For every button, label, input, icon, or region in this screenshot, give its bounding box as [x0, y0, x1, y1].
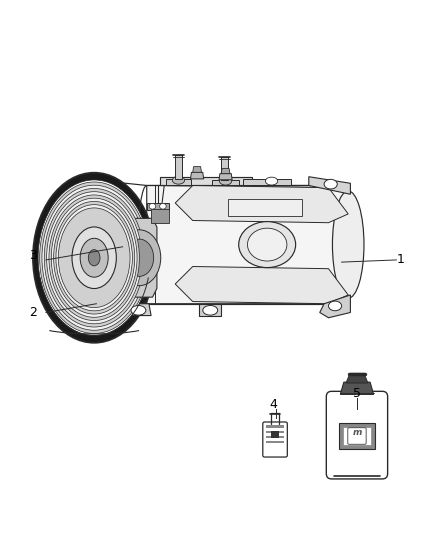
Ellipse shape — [39, 182, 149, 334]
Polygon shape — [175, 185, 348, 223]
Ellipse shape — [332, 191, 364, 298]
Ellipse shape — [42, 185, 146, 330]
Polygon shape — [175, 155, 182, 179]
Polygon shape — [243, 179, 291, 185]
Ellipse shape — [125, 239, 154, 276]
Polygon shape — [346, 374, 368, 383]
Text: m: m — [352, 429, 362, 438]
Ellipse shape — [324, 179, 337, 189]
FancyBboxPatch shape — [266, 428, 284, 431]
Polygon shape — [219, 174, 232, 180]
Ellipse shape — [58, 208, 130, 308]
Polygon shape — [212, 180, 239, 185]
Polygon shape — [221, 168, 230, 174]
Ellipse shape — [239, 222, 296, 268]
FancyBboxPatch shape — [339, 423, 375, 449]
Ellipse shape — [51, 198, 137, 317]
Polygon shape — [166, 179, 191, 185]
Polygon shape — [320, 295, 350, 318]
Polygon shape — [175, 266, 348, 304]
Ellipse shape — [33, 173, 155, 343]
Text: 1: 1 — [397, 253, 405, 266]
Polygon shape — [160, 177, 252, 185]
FancyBboxPatch shape — [266, 438, 284, 441]
Text: 2: 2 — [29, 306, 37, 319]
FancyBboxPatch shape — [228, 199, 302, 216]
Ellipse shape — [265, 177, 278, 185]
Ellipse shape — [88, 249, 100, 266]
Ellipse shape — [49, 195, 139, 320]
FancyBboxPatch shape — [266, 433, 284, 436]
Polygon shape — [193, 167, 201, 172]
Ellipse shape — [131, 305, 146, 315]
Polygon shape — [151, 209, 169, 223]
Polygon shape — [147, 185, 350, 304]
Polygon shape — [340, 382, 374, 394]
Ellipse shape — [172, 176, 184, 184]
Ellipse shape — [118, 230, 161, 286]
FancyBboxPatch shape — [343, 427, 371, 445]
FancyBboxPatch shape — [271, 431, 279, 438]
Polygon shape — [122, 219, 157, 297]
Ellipse shape — [38, 180, 150, 336]
Text: 4: 4 — [270, 398, 278, 411]
Polygon shape — [147, 203, 169, 209]
Ellipse shape — [44, 189, 144, 327]
Polygon shape — [191, 172, 204, 179]
Ellipse shape — [247, 228, 287, 261]
Ellipse shape — [80, 238, 108, 277]
Ellipse shape — [56, 205, 132, 311]
Text: 3: 3 — [29, 249, 37, 262]
Polygon shape — [221, 157, 228, 180]
Ellipse shape — [72, 227, 117, 288]
Ellipse shape — [328, 301, 342, 311]
Polygon shape — [127, 304, 151, 316]
FancyBboxPatch shape — [263, 422, 287, 457]
Ellipse shape — [46, 192, 142, 324]
Ellipse shape — [53, 201, 135, 314]
Polygon shape — [199, 304, 221, 316]
FancyBboxPatch shape — [326, 391, 388, 479]
Ellipse shape — [203, 305, 218, 315]
Ellipse shape — [159, 204, 166, 209]
Ellipse shape — [149, 204, 155, 209]
Ellipse shape — [219, 177, 232, 185]
Polygon shape — [309, 177, 350, 194]
FancyBboxPatch shape — [266, 425, 284, 443]
Text: 5: 5 — [353, 387, 361, 400]
